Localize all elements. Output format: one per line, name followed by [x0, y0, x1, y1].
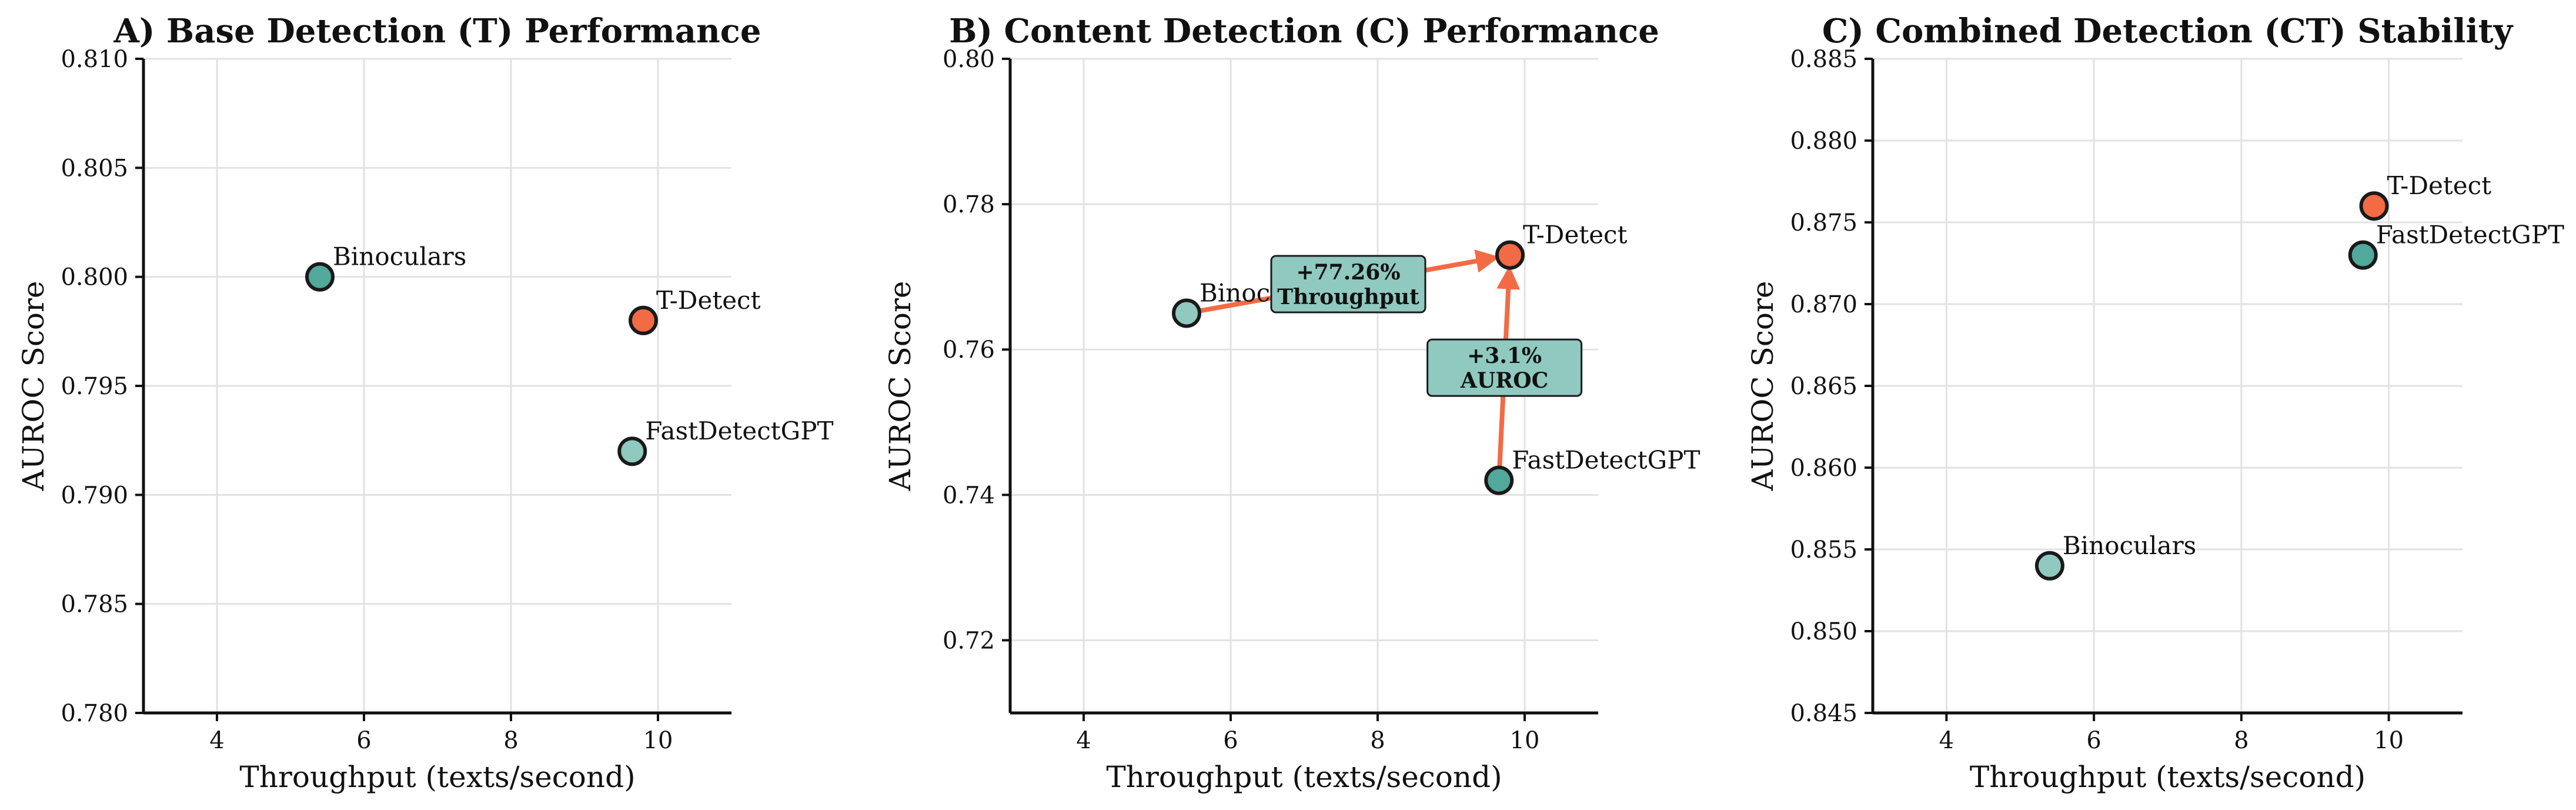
- x-tick-label: 10: [643, 727, 673, 754]
- y-tick-label: 0.870: [1790, 291, 1857, 318]
- annotation-box-bg: [1426, 338, 1583, 397]
- data-point-marker: [1484, 465, 1514, 495]
- x-tick-label: 6: [2086, 727, 2101, 754]
- y-tick-label: 0.805: [61, 155, 128, 182]
- panel-title: C) Combined Detection (CT) Stability: [1822, 12, 2514, 51]
- annotation-text: Throughput: [1277, 285, 1419, 309]
- x-tick-label: 8: [2234, 727, 2248, 754]
- data-point-marker: [305, 262, 335, 292]
- x-tick-label: 6: [356, 727, 371, 754]
- y-tick-label: 0.78: [943, 191, 995, 218]
- panel-title: B) Content Detection (C) Performance: [949, 12, 1659, 51]
- x-tick-label: 6: [1223, 727, 1238, 754]
- grid: [143, 58, 731, 714]
- x-tick-label: 10: [2374, 727, 2404, 754]
- x-tick-label: 8: [1370, 727, 1385, 754]
- data-point-label: T-Detect: [2387, 171, 2492, 200]
- y-tick-label: 0.800: [61, 264, 128, 291]
- data-point-label: T-Detect: [1523, 221, 1628, 249]
- y-tick-label: 0.810: [61, 46, 128, 73]
- annotation-text: +3.1%: [1467, 344, 1542, 368]
- data-point-label: Binoculars: [333, 242, 466, 271]
- y-tick-label: 0.845: [1790, 700, 1857, 727]
- panel-title: A) Base Detection (T) Performance: [113, 12, 761, 51]
- x-axis-label: Throughput (texts/second): [1106, 760, 1502, 794]
- data-point-marker: [2348, 240, 2378, 270]
- y-axis-label: AUROC Score: [16, 281, 51, 492]
- y-tick-label: 0.855: [1790, 536, 1857, 564]
- y-tick-label: 0.880: [1790, 128, 1857, 155]
- y-axis-label: AUROC Score: [883, 281, 917, 492]
- y-tick-label: 0.780: [61, 700, 128, 727]
- y-axis-label: AUROC Score: [1746, 281, 1780, 492]
- data-point-marker: [2359, 191, 2389, 221]
- data-point-marker: [1172, 298, 1201, 328]
- annotation-text: +77.26%: [1296, 260, 1400, 285]
- y-tick-label: 0.72: [943, 627, 995, 654]
- annotation-box: +77.26%Throughput: [1270, 255, 1426, 314]
- panel-2: 4 6 8 10 0.72 0.74 0.76 0.78 0.80B) Content Dete…: [883, 12, 1700, 794]
- y-tick-label: 0.80: [943, 46, 995, 73]
- y-tick-label: 0.795: [61, 373, 128, 400]
- data-point-label: FastDetectGPT: [645, 416, 833, 445]
- x-tick-label: 10: [1510, 727, 1540, 754]
- y-tick-label: 0.875: [1790, 209, 1857, 236]
- y-tick-label: 0.790: [61, 482, 128, 509]
- x-tick-label: 4: [1076, 727, 1091, 754]
- panel-1: 4 6 8 10 0.780 0.785 0.790 0.795 0.800 0.805 0.810…: [16, 12, 834, 794]
- y-tick-label: 0.865: [1790, 373, 1857, 400]
- y-tick-label: 0.785: [61, 591, 128, 618]
- y-tick-label: 0.860: [1790, 455, 1857, 482]
- data-point-marker: [629, 305, 658, 335]
- data-point-marker: [617, 436, 647, 466]
- annotation-box-bg: [1270, 255, 1426, 314]
- data-point-marker: [1495, 240, 1525, 270]
- data-point-label: FastDetectGPT: [2376, 221, 2564, 249]
- data-point-label: FastDetectGPT: [1512, 446, 1700, 475]
- data-point-label: Binoculars: [2063, 531, 2196, 560]
- annotation-box: +3.1%AUROC: [1426, 338, 1583, 397]
- x-axis-label: Throughput (texts/second): [1970, 760, 2365, 794]
- grid: [1873, 58, 2463, 714]
- x-tick-label: 4: [1939, 727, 1954, 754]
- y-tick-label: 0.76: [943, 336, 995, 364]
- x-tick-label: 4: [209, 727, 224, 754]
- y-tick-label: 0.74: [943, 482, 995, 509]
- y-tick-label: 0.885: [1790, 46, 1857, 73]
- x-axis-label: Throughput (texts/second): [239, 760, 635, 794]
- data-point-label: T-Detect: [656, 286, 761, 315]
- x-tick-label: 8: [503, 727, 518, 754]
- panel-3: 4 6 8 10 0.845 0.850 0.855 0.860 0.865 0.870 0.875…: [1746, 12, 2564, 794]
- annotation-text: AUROC: [1460, 368, 1548, 393]
- data-point-marker: [2034, 551, 2064, 581]
- y-tick-label: 0.850: [1790, 618, 1857, 645]
